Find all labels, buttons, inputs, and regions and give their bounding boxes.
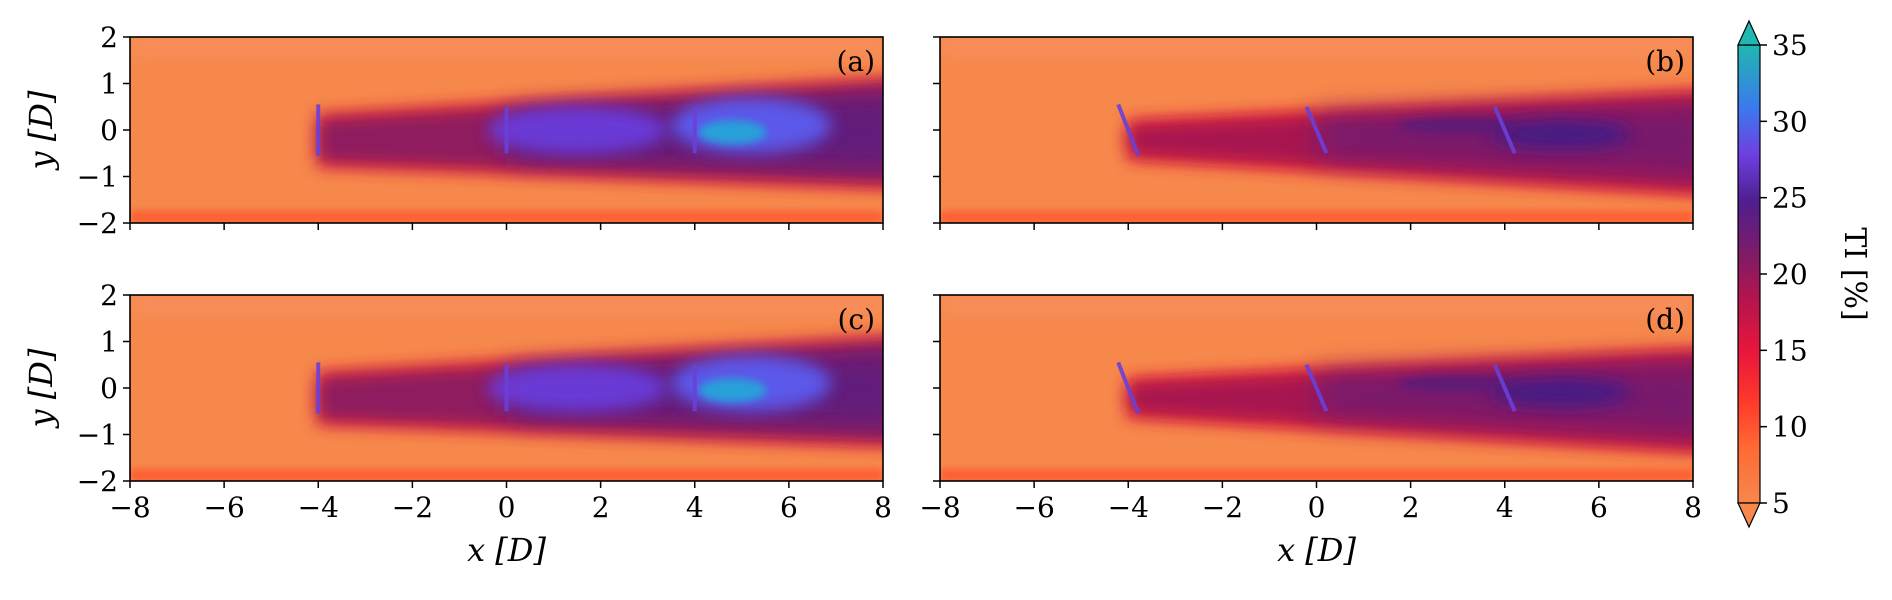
x-tick-label: 6 <box>1590 491 1608 524</box>
y-axis-label: y [D] <box>22 90 60 171</box>
turbine-rotor <box>1116 103 1141 157</box>
y-tick-label: −2 <box>77 207 118 240</box>
panels: −2 −1 0 1 2 y [D] (a) (b) −8 −6 −4 −2 0 2 4 6 8 −2 −1 0 1 2 y … <box>22 21 1702 569</box>
ti-blob <box>1397 375 1518 392</box>
x-tick-label: 6 <box>780 491 798 524</box>
y-tick-label: 1 <box>100 68 118 101</box>
x-tick-label: 4 <box>686 491 704 524</box>
x-tick-label: −4 <box>1108 491 1149 524</box>
panel-c: −8 −6 −4 −2 0 2 4 6 8 −2 −1 0 1 2 y [D] x [D] (c) <box>22 279 892 569</box>
colorbar-extend-min <box>1737 502 1761 529</box>
ti-field <box>940 37 1693 223</box>
ti-blob <box>1491 120 1632 149</box>
colorbar-tick-label: 25 <box>1772 182 1808 215</box>
y-tick-label: 0 <box>100 114 118 147</box>
y-tick-label: 2 <box>100 279 118 312</box>
x-axis-label: x [D] <box>467 531 546 569</box>
ti-field <box>130 295 883 481</box>
ti-field <box>940 295 1693 481</box>
x-tick-label: 4 <box>1496 491 1514 524</box>
turbine-rotor <box>1116 361 1141 415</box>
x-tick-label: −2 <box>1202 491 1243 524</box>
panel-label: (d) <box>1645 303 1685 336</box>
y-tick-label: 0 <box>100 372 118 405</box>
turbine-rotor <box>1492 363 1517 413</box>
y-axis-label: y [D] <box>22 348 60 429</box>
turbine-rotor <box>1492 105 1517 155</box>
x-tick-label: −8 <box>109 491 150 524</box>
panel-d: −8 −6 −4 −2 0 2 4 6 8 x [D] (d) <box>919 294 1702 569</box>
colorbar: 5 10 15 20 25 30 35 TI [%] <box>1737 19 1872 529</box>
y-tick-label: 1 <box>100 326 118 359</box>
colorbar-tick-label: 10 <box>1772 411 1808 444</box>
colorbar-label: TI [%] <box>1837 227 1872 320</box>
ti-blob <box>487 364 668 412</box>
x-tick-label: 0 <box>498 491 516 524</box>
turbine-rotor <box>1304 105 1329 155</box>
colorbar-scale <box>1737 44 1761 504</box>
ti-blob <box>487 106 668 154</box>
colorbar-tick-label: 15 <box>1772 334 1808 367</box>
ti-field <box>130 37 883 223</box>
x-tick-label: 8 <box>1684 491 1702 524</box>
x-tick-label: 8 <box>874 491 892 524</box>
x-tick-label: 0 <box>1308 491 1326 524</box>
y-tick-label: 2 <box>100 21 118 54</box>
panel-b: (b) <box>933 36 1694 230</box>
panel-label: (c) <box>837 303 875 336</box>
y-tick-label: −1 <box>77 161 118 194</box>
y-tick-label: −2 <box>77 465 118 498</box>
x-tick-label: 2 <box>592 491 610 524</box>
ti-blob <box>1491 378 1632 407</box>
y-tick-label: −1 <box>77 419 118 452</box>
x-tick-label: −8 <box>919 491 960 524</box>
colorbar-tick-label: 35 <box>1772 29 1808 62</box>
ti-peak <box>698 120 767 145</box>
ti-peak <box>698 378 767 403</box>
wall-band <box>940 469 1693 481</box>
x-axis-label: x [D] <box>1277 531 1356 569</box>
panel-label: (a) <box>836 45 875 78</box>
x-tick-label: −6 <box>203 491 244 524</box>
x-tick-label: −6 <box>1013 491 1054 524</box>
colorbar-tick-label: 5 <box>1772 487 1790 520</box>
ambient-band <box>940 295 1693 314</box>
panel-label: (b) <box>1645 45 1685 78</box>
colorbar-extend-max <box>1737 19 1761 46</box>
wall-band <box>130 211 883 223</box>
x-tick-label: 2 <box>1402 491 1420 524</box>
x-tick-label: −2 <box>392 491 433 524</box>
ambient-band <box>130 37 883 56</box>
colorbar-tick-label: 20 <box>1772 258 1808 291</box>
x-tick-label: −4 <box>298 491 339 524</box>
panel-a: −2 −1 0 1 2 y [D] (a) <box>22 21 884 240</box>
wall-band <box>130 469 883 481</box>
wall-band <box>940 211 1693 223</box>
ambient-band <box>130 295 883 314</box>
colorbar-tick-label: 30 <box>1772 105 1808 138</box>
ambient-band <box>940 37 1693 56</box>
turbine-rotor <box>1304 363 1329 413</box>
ti-blob <box>1397 117 1518 134</box>
